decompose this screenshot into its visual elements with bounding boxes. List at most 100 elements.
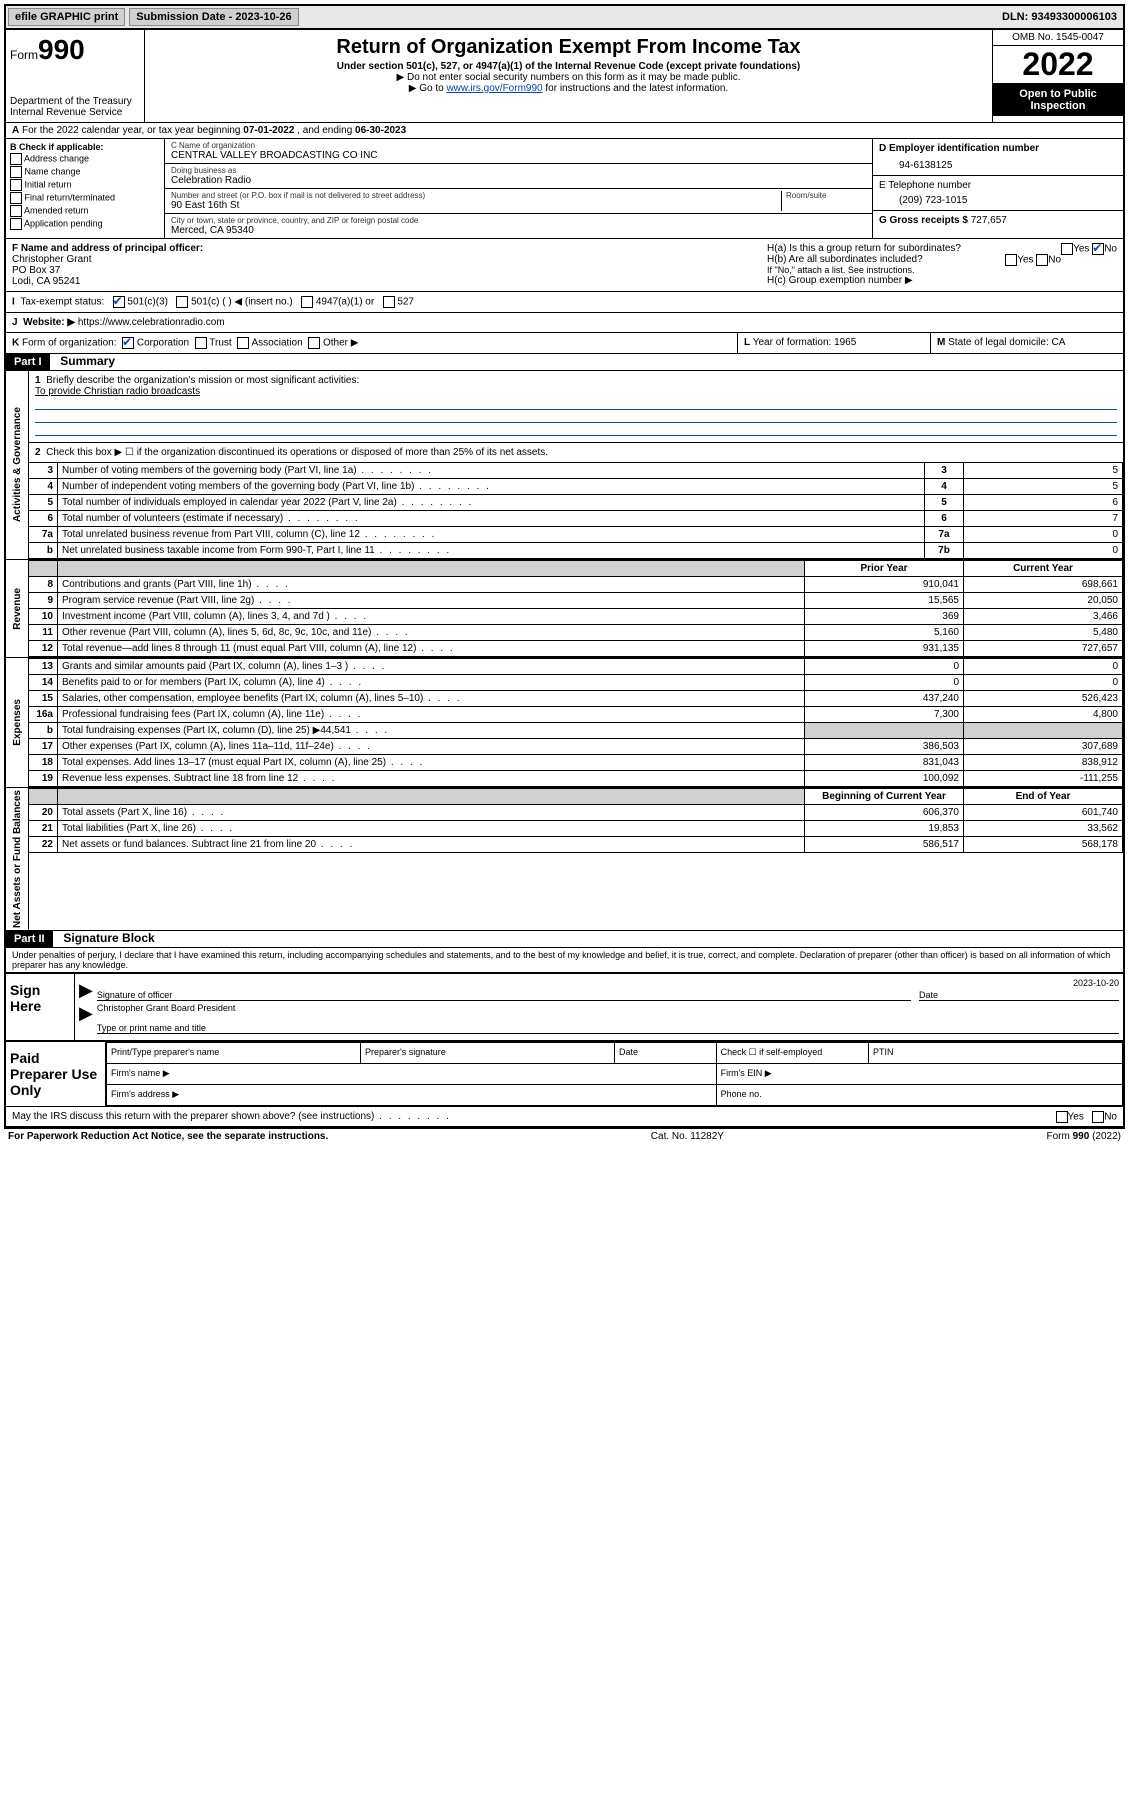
officer-name: Christopher Grant: [12, 254, 91, 265]
application-pending-checkbox[interactable]: [10, 218, 22, 230]
revenue-tab: Revenue: [6, 560, 29, 657]
tax-year: 2022: [993, 46, 1123, 84]
netassets-table: Beginning of Current Year End of Year 20…: [29, 788, 1123, 853]
section-l: L Year of formation: 1965: [737, 333, 930, 353]
governance-tab: Activities & Governance: [6, 371, 29, 559]
revenue-table: Prior Year Current Year 8Contributions a…: [29, 560, 1123, 657]
officer-addr1: PO Box 37: [12, 265, 60, 276]
name-change-checkbox[interactable]: [10, 166, 22, 178]
sig-date-field: 2023-10-20 Date: [919, 980, 1119, 1001]
part1-badge: Part I: [6, 354, 50, 370]
page-footer: For Paperwork Reduction Act Notice, see …: [4, 1128, 1125, 1144]
dept-label: Department of the Treasury: [10, 96, 140, 107]
form-990-container: Form990 Department of the Treasury Inter…: [4, 30, 1125, 1128]
table-row: 6Total number of volunteers (estimate if…: [29, 511, 1123, 527]
part2-badge: Part II: [6, 931, 53, 947]
section-m: M State of legal domicile: CA: [930, 333, 1123, 353]
officer-addr2: Lodi, CA 95241: [12, 276, 80, 287]
instructions-link[interactable]: www.irs.gov/Form990: [446, 83, 542, 94]
officer-signature-field[interactable]: Signature of officer: [97, 980, 911, 1001]
submission-date-label: Submission Date - 2023-10-26: [129, 8, 298, 26]
dln-label: DLN: 93493300006103: [996, 11, 1123, 23]
expenses-tab: Expenses: [6, 658, 29, 787]
table-row: 9Program service revenue (Part VIII, lin…: [29, 593, 1123, 609]
perjury-declaration: Under penalties of perjury, I declare th…: [6, 948, 1123, 972]
section-j: J Website: ▶ https://www.celebrationradi…: [6, 313, 1123, 332]
gross-receipts-label: G Gross receipts $: [879, 215, 968, 226]
mission-block: 1 Briefly describe the organization's mi…: [29, 371, 1123, 443]
4947-checkbox[interactable]: [301, 296, 313, 308]
final-return-checkbox[interactable]: [10, 192, 22, 204]
section-c: C Name of organization CENTRAL VALLEY BR…: [165, 139, 872, 238]
table-row: 14Benefits paid to or for members (Part …: [29, 675, 1123, 691]
section-i: I Tax-exempt status: 501(c)(3) 501(c) ( …: [6, 292, 1123, 312]
table-row: 10Investment income (Part VIII, column (…: [29, 609, 1123, 625]
527-checkbox[interactable]: [383, 296, 395, 308]
table-row: 4Number of independent voting members of…: [29, 479, 1123, 495]
omb-number: OMB No. 1545-0047: [993, 30, 1123, 46]
governance-table: 3Number of voting members of the governi…: [29, 462, 1123, 559]
part2-header-row: Part II Signature Block: [6, 930, 1123, 948]
assoc-checkbox[interactable]: [237, 337, 249, 349]
ssn-warning: ▶ Do not enter social security numbers o…: [153, 72, 984, 83]
street-address: 90 East 16th St: [171, 200, 781, 211]
discuss-no-checkbox[interactable]: [1092, 1111, 1104, 1123]
netassets-tab: Net Assets or Fund Balances: [6, 788, 29, 930]
table-row: 11Other revenue (Part VIII, column (A), …: [29, 625, 1123, 641]
table-row: 3Number of voting members of the governi…: [29, 463, 1123, 479]
public-inspection-badge: Open to Public Inspection: [993, 84, 1123, 116]
gross-receipts-value: 727,657: [971, 215, 1007, 226]
ein-value: 94-6138125: [879, 154, 1117, 171]
section-h: H(a) Is this a group return for subordin…: [761, 239, 1123, 291]
form-ref: Form 990 (2022): [1047, 1131, 1121, 1142]
paid-preparer-label: Paid Preparer Use Only: [6, 1042, 106, 1106]
tax-year-line: A For the 2022 calendar year, or tax yea…: [6, 123, 1123, 139]
table-row: 19Revenue less expenses. Subtract line 1…: [29, 771, 1123, 787]
table-row: 12Total revenue—add lines 8 through 11 (…: [29, 641, 1123, 657]
table-row: 20Total assets (Part X, line 16)606,3706…: [29, 805, 1123, 821]
amended-return-checkbox[interactable]: [10, 205, 22, 217]
line-2: 2 Check this box ▶ ☐ if the organization…: [29, 443, 1123, 462]
hb-yes-checkbox[interactable]: [1005, 254, 1017, 266]
table-row: bTotal fundraising expenses (Part IX, co…: [29, 723, 1123, 739]
arrow-icon: ▶: [79, 1003, 93, 1034]
table-row: 8Contributions and grants (Part VIII, li…: [29, 577, 1123, 593]
hb-no-checkbox[interactable]: [1036, 254, 1048, 266]
corp-checkbox[interactable]: [122, 337, 134, 349]
form-header: Form990 Department of the Treasury Inter…: [6, 30, 1123, 123]
address-change-checkbox[interactable]: [10, 153, 22, 165]
entity-block: B Check if applicable: Address change Na…: [6, 139, 1123, 238]
table-row: 16aProfessional fundraising fees (Part I…: [29, 707, 1123, 723]
ein-label: D Employer identification number: [879, 143, 1039, 154]
instructions-link-row: ▶ Go to www.irs.gov/Form990 for instruct…: [153, 83, 984, 94]
officer-name-field: Christopher Grant Board President Type o…: [97, 1003, 1119, 1034]
table-row: 22Net assets or fund balances. Subtract …: [29, 837, 1123, 853]
initial-return-checkbox[interactable]: [10, 179, 22, 191]
501c-checkbox[interactable]: [176, 296, 188, 308]
sign-here-block: Sign Here ▶ Signature of officer 2023-10…: [6, 972, 1123, 1040]
501c3-checkbox[interactable]: [113, 296, 125, 308]
pra-notice: For Paperwork Reduction Act Notice, see …: [8, 1131, 328, 1142]
website-url: https://www.celebrationradio.com: [78, 317, 225, 328]
ha-no-checkbox[interactable]: [1092, 243, 1104, 255]
trust-checkbox[interactable]: [195, 337, 207, 349]
discuss-yes-checkbox[interactable]: [1056, 1111, 1068, 1123]
section-k: K Form of organization: Corporation Trus…: [6, 333, 737, 353]
table-row: 13Grants and similar amounts paid (Part …: [29, 659, 1123, 675]
preparer-table: Print/Type preparer's name Preparer's si…: [106, 1042, 1123, 1106]
efile-graphic-label: efile GRAPHIC print: [8, 8, 125, 26]
expenses-table: 13Grants and similar amounts paid (Part …: [29, 658, 1123, 787]
table-row: 7aTotal unrelated business revenue from …: [29, 527, 1123, 543]
sign-here-label: Sign Here: [6, 974, 75, 1040]
cat-number: Cat. No. 11282Y: [651, 1131, 724, 1142]
part1-header-row: Part I Summary: [6, 354, 1123, 371]
ha-yes-checkbox[interactable]: [1061, 243, 1073, 255]
org-name: CENTRAL VALLEY BROADCASTING CO INC: [171, 150, 866, 161]
arrow-icon: ▶: [79, 980, 93, 1001]
table-row: 17Other expenses (Part IX, column (A), l…: [29, 739, 1123, 755]
other-checkbox[interactable]: [308, 337, 320, 349]
section-b: B Check if applicable: Address change Na…: [6, 139, 165, 238]
phone-value: (209) 723-1015: [879, 191, 1117, 206]
paid-preparer-block: Paid Preparer Use Only Print/Type prepar…: [6, 1040, 1123, 1106]
table-row: 15Salaries, other compensation, employee…: [29, 691, 1123, 707]
